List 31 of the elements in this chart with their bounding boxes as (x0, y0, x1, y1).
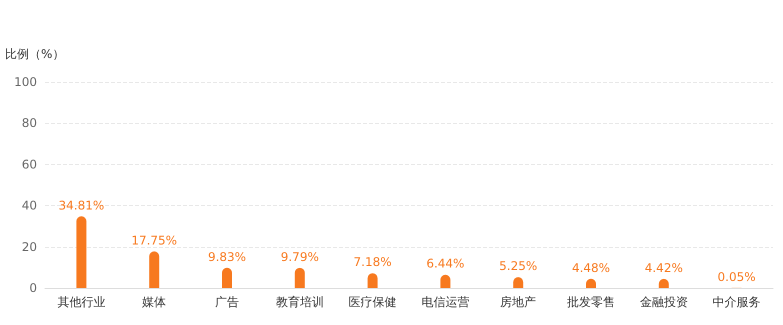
y-tick-label: 60 (22, 157, 37, 172)
y-axis-title: 比例（%） (5, 47, 64, 61)
x-tick-label: 批发零售 (567, 295, 615, 309)
bar (149, 251, 160, 288)
x-tick-label: 房地产 (500, 295, 536, 309)
y-tick-label: 20 (22, 240, 37, 254)
data-label: 9.79% (280, 250, 319, 264)
data-label: 34.81% (58, 198, 104, 212)
y-tick-label: 100 (14, 75, 37, 89)
data-label: 9.83% (208, 250, 246, 264)
y-tick-label: 0 (29, 281, 37, 295)
x-tick-label: 金融投资 (640, 295, 688, 309)
data-label: 6.44% (426, 256, 464, 271)
y-tick-label: 80 (22, 116, 37, 130)
bar (294, 268, 305, 288)
x-tick-label: 中介服务 (712, 295, 761, 309)
y-tick-label: 40 (22, 198, 37, 213)
x-tick-label: 医疗保健 (348, 295, 397, 309)
x-tick-label: 广告 (215, 295, 239, 309)
data-label: 4.48% (572, 260, 610, 275)
data-label: 0.05% (718, 270, 756, 284)
x-tick-label: 电信运营 (421, 295, 470, 309)
x-tick-label: 媒体 (142, 295, 166, 309)
data-label: 17.75% (131, 233, 178, 248)
x-tick-label: 教育培训 (276, 295, 324, 309)
bar (76, 216, 86, 288)
bar (222, 268, 232, 288)
x-tick-label: 其他行业 (57, 295, 106, 309)
data-label: 7.18% (354, 255, 392, 270)
data-label: 5.25% (499, 259, 538, 274)
data-label: 4.42% (644, 260, 683, 275)
